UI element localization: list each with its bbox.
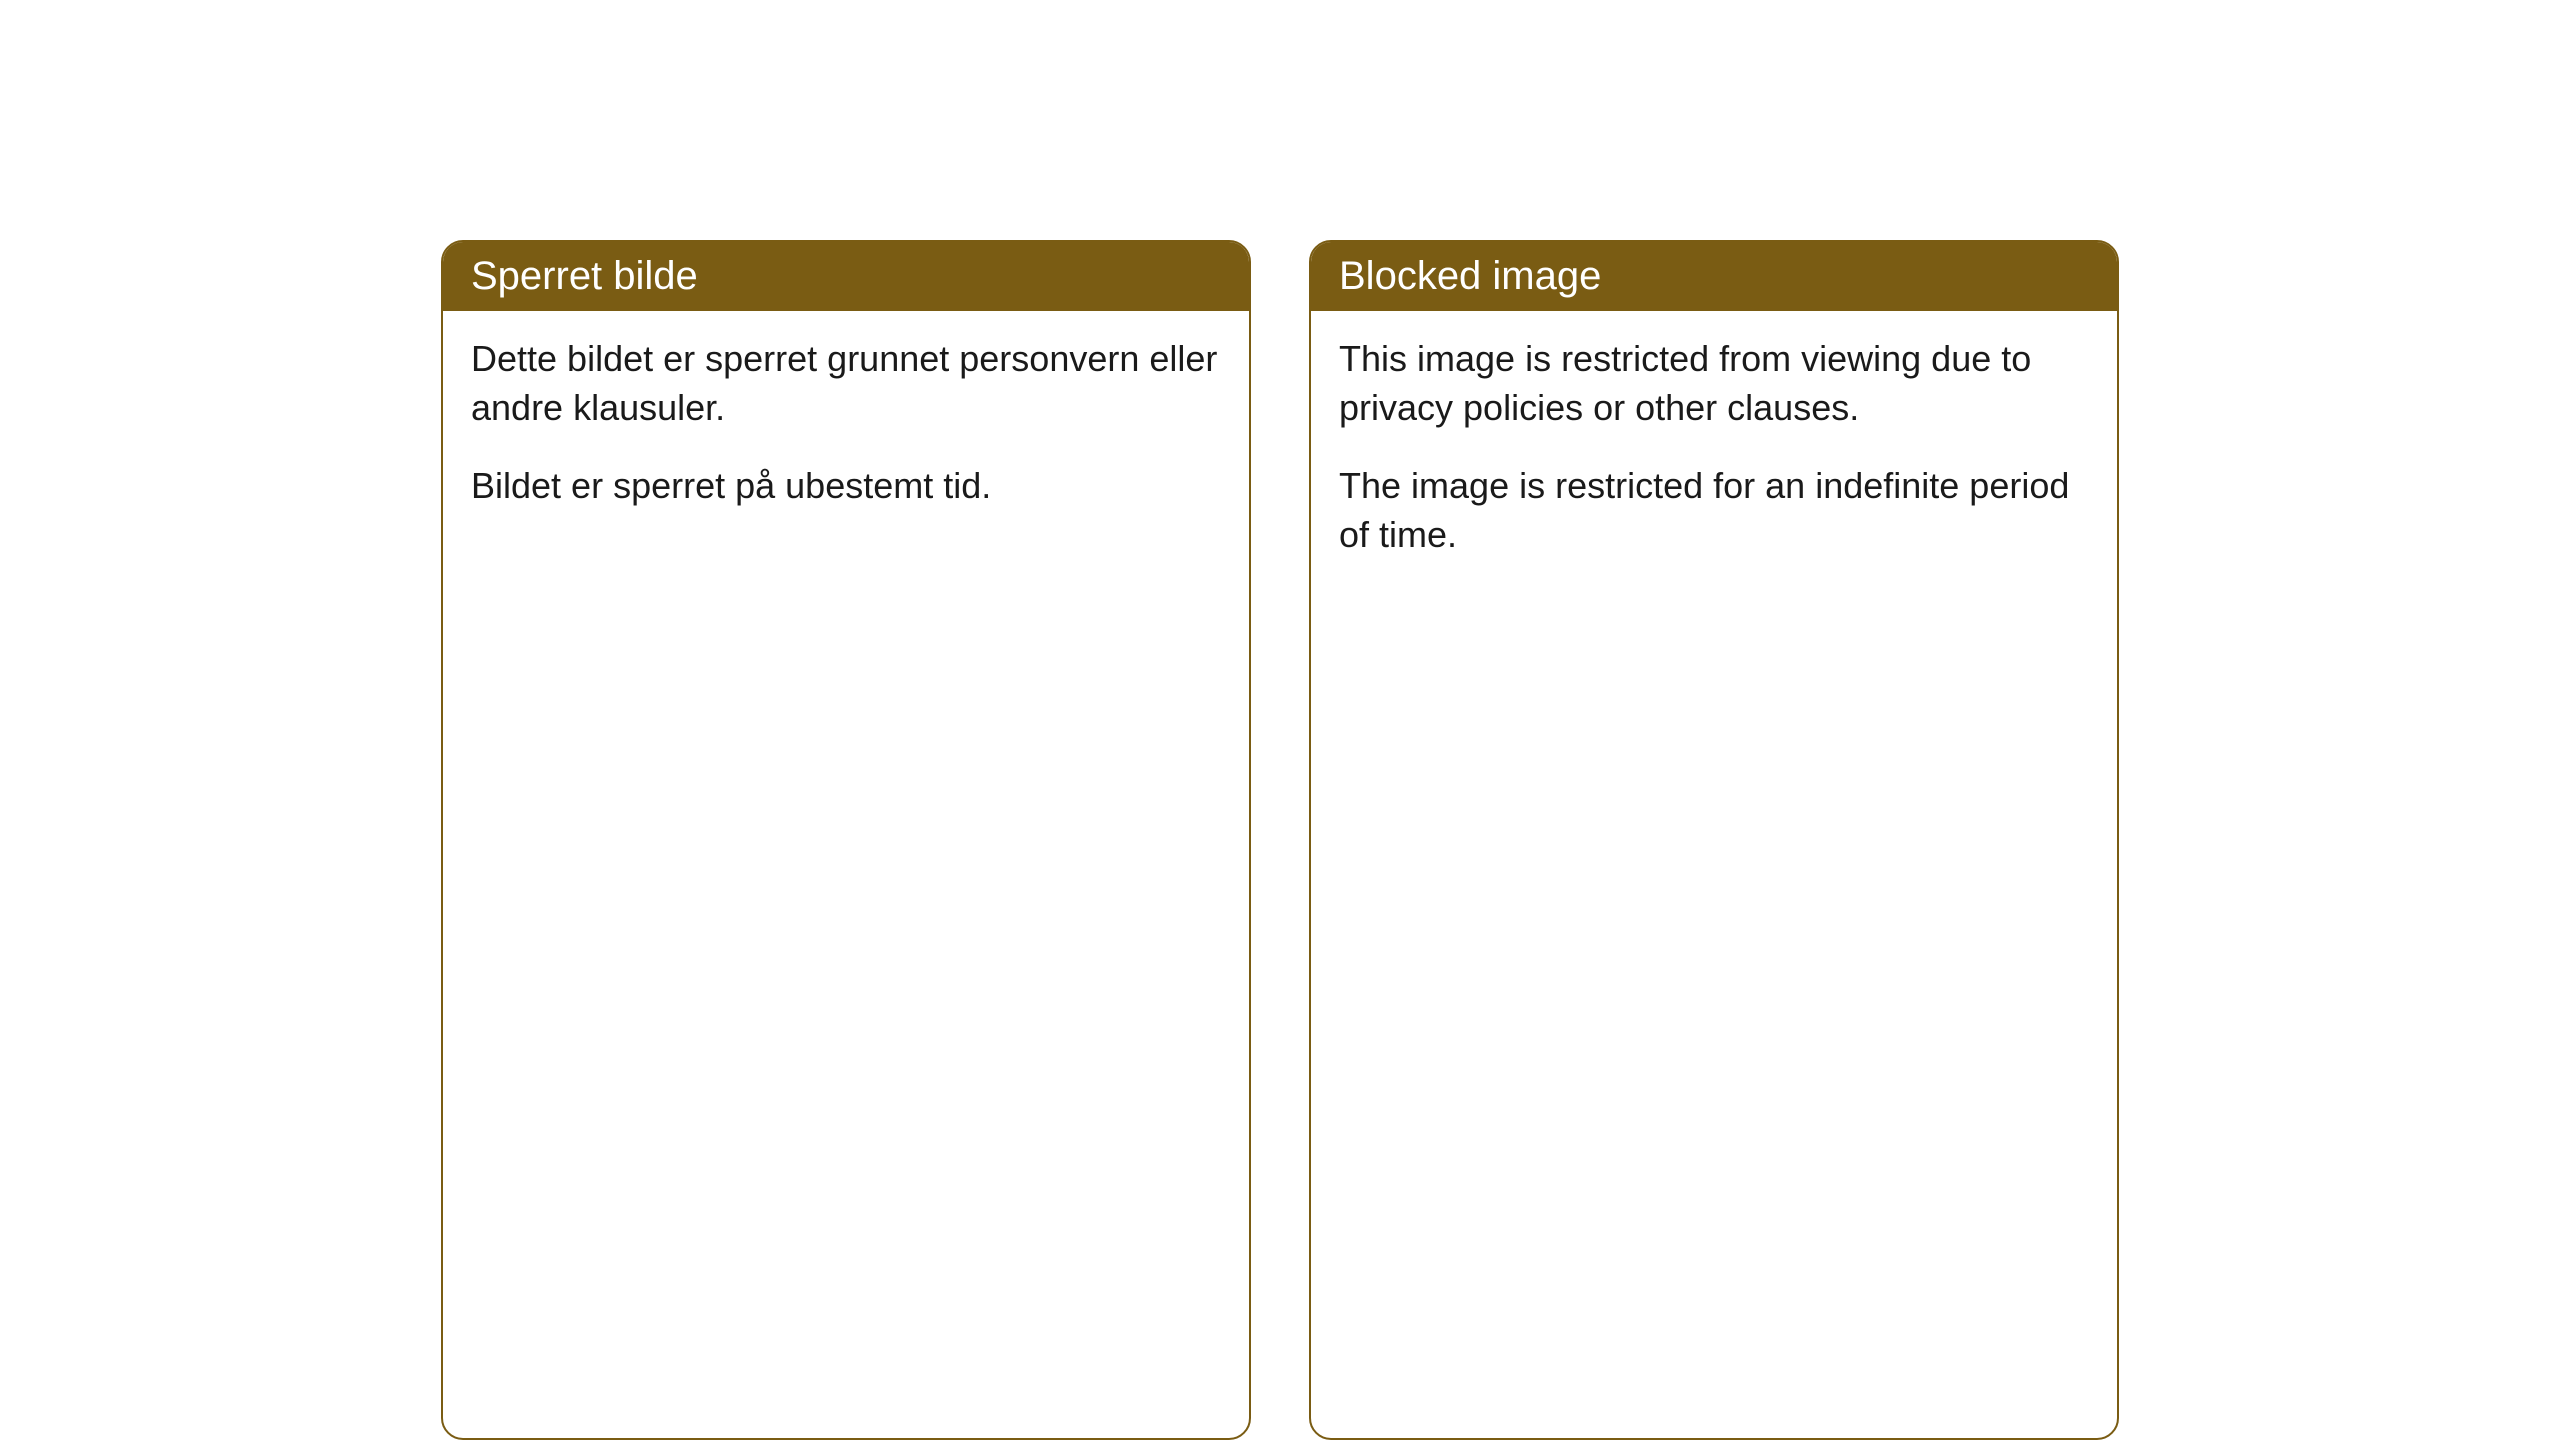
blocked-image-card-en: Blocked image This image is restricted f…	[1309, 240, 2119, 1440]
card-para1-no: Dette bildet er sperret grunnet personve…	[471, 335, 1221, 432]
card-header-no: Sperret bilde	[443, 242, 1249, 311]
card-body-en: This image is restricted from viewing du…	[1311, 311, 2117, 595]
card-body-no: Dette bildet er sperret grunnet personve…	[443, 311, 1249, 547]
blocked-image-card-no: Sperret bilde Dette bildet er sperret gr…	[441, 240, 1251, 1440]
card-title-en: Blocked image	[1339, 254, 1601, 298]
card-title-no: Sperret bilde	[471, 254, 698, 298]
card-para2-en: The image is restricted for an indefinit…	[1339, 462, 2089, 559]
card-para1-en: This image is restricted from viewing du…	[1339, 335, 2089, 432]
cards-container: Sperret bilde Dette bildet er sperret gr…	[441, 240, 2119, 1440]
card-header-en: Blocked image	[1311, 242, 2117, 311]
card-para2-no: Bildet er sperret på ubestemt tid.	[471, 462, 1221, 511]
